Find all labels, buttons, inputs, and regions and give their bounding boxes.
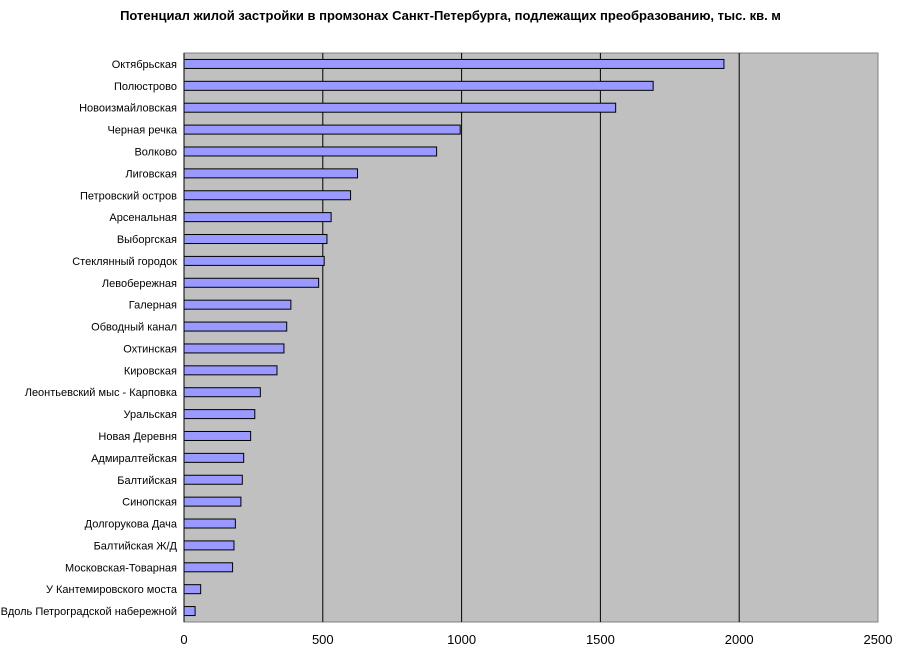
x-tick-label: 2000 — [725, 632, 754, 647]
bar — [183, 190, 352, 201]
bar — [183, 452, 245, 463]
category-label: Новоизмайловская — [79, 103, 177, 115]
bar — [183, 562, 234, 573]
x-tick-label: 1000 — [447, 632, 476, 647]
bar — [183, 343, 285, 354]
bar — [183, 168, 358, 179]
category-label: Стеклянный городок — [72, 256, 177, 268]
category-label: Уральская — [123, 409, 177, 421]
category-label: Балтийская Ж/Д — [94, 540, 178, 552]
category-label: Синопская — [122, 497, 177, 509]
bar — [183, 146, 438, 157]
category-label: Долгорукова Дача — [85, 519, 178, 531]
x-axis-ticks: 0 500 1000 1500 2000 2500 — [180, 632, 892, 647]
bar — [183, 387, 261, 398]
category-label: Обводный канал — [91, 322, 177, 334]
bar — [183, 255, 325, 266]
bar — [183, 299, 292, 310]
category-label: Лиговская — [125, 168, 177, 180]
bar — [183, 365, 278, 376]
category-label: Петровский остров — [80, 190, 177, 202]
bar — [183, 102, 617, 113]
category-label: Леонтьевский мыс - Карповка — [25, 387, 178, 399]
x-tick-label: 500 — [312, 632, 334, 647]
category-label: Выборгская — [117, 234, 177, 246]
bar — [183, 518, 236, 529]
bar — [183, 606, 196, 617]
bar — [183, 234, 328, 245]
category-label: Левобережная — [102, 278, 177, 290]
category-label: Октябрьская — [112, 59, 177, 71]
bars — [183, 58, 725, 617]
category-label: Балтийская — [117, 475, 177, 487]
bar — [183, 277, 320, 288]
bar — [183, 124, 461, 135]
bar — [183, 80, 654, 91]
category-label: Арсенальная — [109, 212, 177, 224]
x-tick-label: 0 — [180, 632, 187, 647]
chart-title: Потенциал жилой застройки в промзонах Са… — [120, 8, 781, 23]
category-label: Волково — [134, 146, 177, 158]
category-label: Кировская — [124, 365, 177, 377]
category-label: Охтинская — [123, 343, 177, 355]
x-tick-label: 1500 — [586, 632, 615, 647]
bar — [183, 409, 256, 420]
category-label: Черная речка — [107, 125, 177, 137]
x-tick-label: 2500 — [864, 632, 893, 647]
bar — [183, 430, 252, 441]
bar — [183, 474, 243, 485]
plot-area — [183, 52, 879, 623]
bar — [183, 321, 288, 332]
category-label: Галерная — [129, 300, 177, 312]
category-label: Вдоль Петроградской набережной — [1, 606, 177, 618]
bar — [183, 584, 202, 595]
category-label: Новая Деревня — [98, 431, 177, 443]
category-label: Полюстрово — [114, 81, 177, 93]
category-label: Адмиралтейская — [91, 453, 177, 465]
category-label: Московская-Товарная — [65, 562, 177, 574]
bar — [183, 212, 332, 223]
category-labels: Октябрьская Полюстрово Новоизмайловская Чер… — [1, 59, 178, 618]
bar — [183, 540, 235, 551]
category-label: У Кантемировского моста — [46, 584, 178, 596]
bar — [183, 58, 725, 69]
bar — [183, 496, 242, 507]
